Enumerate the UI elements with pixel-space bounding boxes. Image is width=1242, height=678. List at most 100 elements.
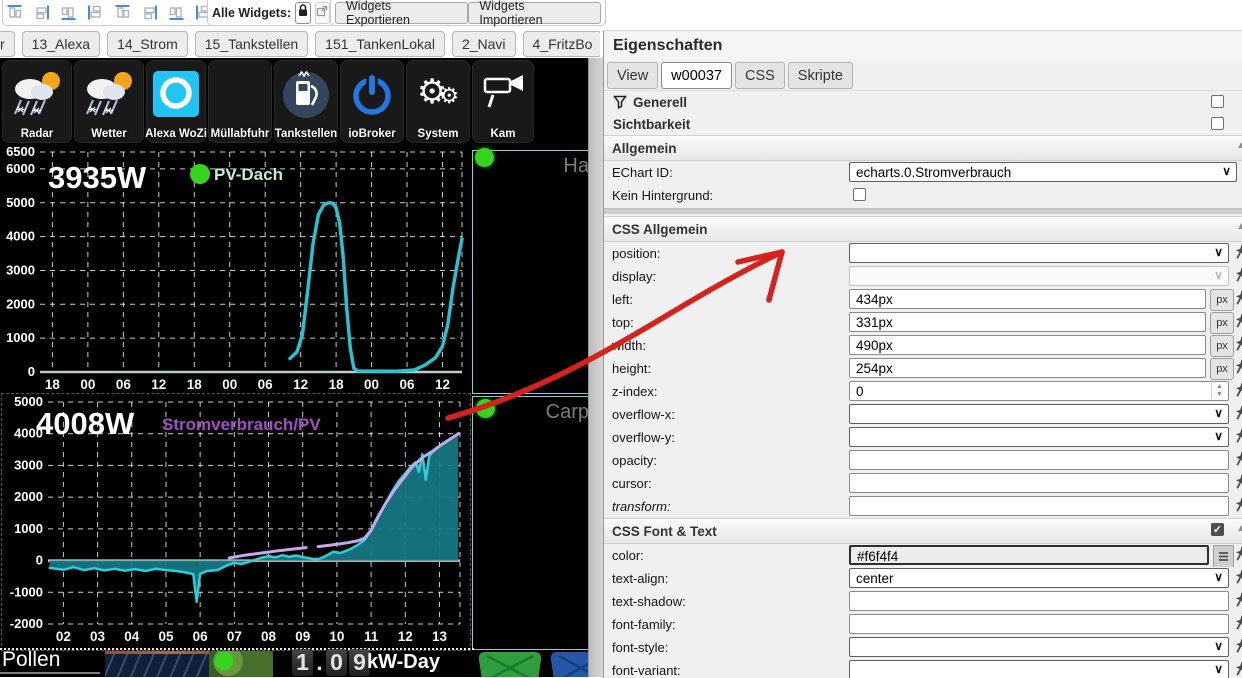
panel-tab-css[interactable]: CSS <box>734 62 785 89</box>
pin-icon[interactable] <box>1234 546 1242 567</box>
prop-input-height[interactable]: 254px <box>849 358 1206 378</box>
view-tab-2_Navi[interactable]: 2_Navi <box>451 31 516 57</box>
section-header-css-font---text[interactable]: CSS Font & Text ✓ ▲ <box>604 518 1242 544</box>
widgets-import-button[interactable]: Widgets Importieren <box>468 0 601 27</box>
section-header-allgemein[interactable]: Allgemein ▲ <box>604 135 1242 161</box>
pin-icon[interactable] <box>1234 244 1242 265</box>
group-row-sichtbarkeit[interactable]: Sichtbarkeit <box>604 113 1242 135</box>
prop-select-display[interactable]: ∨ <box>849 266 1229 286</box>
pin-icon[interactable] <box>1234 497 1242 518</box>
view-tab-r[interactable]: r <box>0 31 15 57</box>
px-unit-button[interactable]: px <box>1210 289 1234 311</box>
group-checkbox[interactable] <box>1211 117 1224 130</box>
pin-icon[interactable] <box>1234 661 1242 678</box>
panel-tab-view[interactable]: View <box>607 62 659 89</box>
svg-text:3935W: 3935W <box>48 160 147 195</box>
view-tab-4_FritzBo[interactable]: 4_FritzBo <box>522 31 600 57</box>
group-row-generell[interactable]: Generell <box>604 91 1242 113</box>
garage-door-blue-icon[interactable] <box>549 650 588 677</box>
widget-tile-tankstellen[interactable]: Tankstellen <box>274 60 338 143</box>
prop-select-echartid[interactable]: echarts.0.Stromverbrauch ∨ <box>849 162 1237 182</box>
prop-input-left[interactable]: 434px <box>849 289 1206 309</box>
prop-select-font-style[interactable]: ∨ <box>849 637 1229 657</box>
number-spinner[interactable]: ▲ ▼ <box>1211 383 1227 399</box>
match-size-icon[interactable] <box>167 4 185 22</box>
prop-select-overflow-y[interactable]: ∨ <box>849 427 1229 447</box>
widget-tile-iobroker[interactable]: ioBroker <box>340 60 404 143</box>
prop-select-overflow-x[interactable]: ∨ <box>849 404 1229 424</box>
section-checkbox[interactable]: ✓ <box>1211 523 1224 536</box>
input-value: #f6f4f4 <box>857 549 899 564</box>
view-tab-14_Strom[interactable]: 14_Strom <box>107 31 188 57</box>
pin-icon[interactable] <box>1234 615 1242 636</box>
pin-icon[interactable] <box>1234 405 1242 426</box>
distribute-horizontal-icon[interactable] <box>113 4 131 22</box>
pin-icon[interactable] <box>1234 313 1242 334</box>
garage-door-green-icon[interactable] <box>477 650 543 677</box>
pin-icon[interactable] <box>1234 428 1242 449</box>
pin-icon[interactable] <box>1234 638 1242 659</box>
open-external-button[interactable] <box>314 1 330 24</box>
section-header-css-allgemein[interactable]: CSS Allgemein ▲ <box>604 216 1242 242</box>
svg-text:18: 18 <box>45 377 61 392</box>
view-tab-13_Alexa[interactable]: 13_Alexa <box>21 31 101 57</box>
carport-status-led <box>476 399 495 418</box>
pin-icon[interactable] <box>1234 336 1242 357</box>
align-horizontal-center-icon[interactable] <box>86 4 104 22</box>
panel-tab-w00037[interactable]: w00037 <box>661 62 732 89</box>
prop-input-cursor[interactable] <box>849 473 1229 493</box>
view-tab-151_TankenLokal[interactable]: 151_TankenLokal <box>315 31 445 57</box>
widget-tile-kam[interactable]: Kam <box>472 60 534 143</box>
px-unit-button[interactable]: px <box>1210 312 1234 334</box>
prop-input-opacity[interactable] <box>849 450 1229 470</box>
prop-select-text-align[interactable]: center ∨ <box>849 568 1229 588</box>
px-unit-button[interactable]: px <box>1210 335 1234 357</box>
prop-input-width[interactable]: 490px <box>849 335 1206 355</box>
pin-icon[interactable] <box>1234 474 1242 495</box>
widget-tile-system[interactable]: ⚙⚙ System <box>406 60 470 143</box>
carport-widget[interactable]: Carp <box>472 396 588 650</box>
pin-icon[interactable] <box>1234 382 1242 403</box>
view-tab-15_Tankstellen[interactable]: 15_Tankstellen <box>194 31 309 57</box>
align-vertical-center-icon[interactable] <box>59 4 77 22</box>
prop-select-font-variant[interactable]: ∨ <box>849 660 1229 678</box>
widget-tile-wetter[interactable]: Wetter <box>74 60 144 143</box>
group-checkbox[interactable] <box>1211 95 1224 108</box>
prop-input-top[interactable]: 331px <box>849 312 1206 332</box>
pin-icon[interactable] <box>1234 290 1242 311</box>
prop-label-transform: transform: <box>612 499 671 514</box>
prop-input-z-index[interactable]: 0 ▲ ▼ <box>849 381 1229 401</box>
prop-select-position[interactable]: ∨ <box>849 243 1229 263</box>
color-list-button[interactable] <box>1213 545 1234 568</box>
widget-tile-m-llabfuhr[interactable]: Müllabfuhr <box>208 60 272 143</box>
prop-input-color[interactable]: #f6f4f4 <box>849 545 1209 565</box>
widget-tile-alexa-wozi[interactable]: Alexa WoZi <box>145 60 207 143</box>
css-row-z-index: z-index: 0 ▲ ▼ <box>604 380 1242 403</box>
vis-canvas[interactable]: Radar Wetter Alexa WoZi Müllabfuhr Tankstell… <box>0 58 588 677</box>
prop-input-text-shadow[interactable] <box>849 591 1229 611</box>
lock-widgets-button[interactable] <box>295 1 311 24</box>
widget-tile-radar[interactable]: Radar <box>2 60 72 143</box>
collapse-icon[interactable]: ▲ <box>1236 523 1242 534</box>
canvas-scrollbar[interactable] <box>588 58 604 677</box>
align-bottom-icon[interactable] <box>32 4 50 22</box>
panel-tab-skripte[interactable]: Skripte <box>787 62 853 89</box>
svg-text:10: 10 <box>329 629 344 644</box>
pin-icon[interactable] <box>1234 267 1242 288</box>
distribute-vertical-icon[interactable] <box>140 4 158 22</box>
haus-widget[interactable]: Ha <box>472 150 588 394</box>
prop-checkbox-keinhintergrund[interactable] <box>853 188 866 201</box>
pin-icon[interactable] <box>1234 592 1242 613</box>
align-top-icon[interactable] <box>5 4 23 22</box>
prop-input-font-family[interactable] <box>849 614 1229 634</box>
widgets-export-button[interactable]: Widgets Exportieren <box>335 0 469 27</box>
pin-icon[interactable] <box>1234 451 1242 472</box>
collapse-icon[interactable]: ▲ <box>1236 221 1242 232</box>
pin-icon[interactable] <box>1234 569 1242 590</box>
pin-icon[interactable] <box>1234 359 1242 380</box>
strom-chart-widget[interactable]: -2000 -1000 0 1000 2000 3000 4000 5000 02 03 04 05 0… <box>1 393 471 651</box>
prop-input-transform[interactable] <box>849 496 1229 516</box>
px-unit-button[interactable]: px <box>1210 358 1234 380</box>
collapse-icon[interactable]: ▲ <box>1236 140 1242 151</box>
pv-chart-widget[interactable]: 0 1000 2000 3000 4000 5000 6000 6500 18 00 06 12 18 0… <box>2 144 470 394</box>
